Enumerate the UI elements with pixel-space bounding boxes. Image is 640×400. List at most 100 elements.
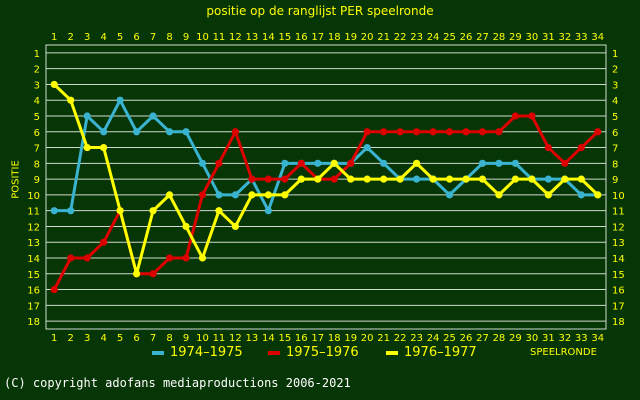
data-point-s1 xyxy=(380,159,388,167)
data-point-s3 xyxy=(281,191,289,199)
x-tick-label-top: 26 xyxy=(460,32,473,43)
x-tick-label-bottom: 19 xyxy=(344,333,357,344)
x-tick-label-top: 1 xyxy=(51,32,57,43)
data-point-s1 xyxy=(544,175,552,183)
y-tick-label-left: 6 xyxy=(34,128,40,139)
x-tick-label-top: 6 xyxy=(133,32,139,43)
data-point-s2 xyxy=(577,143,585,152)
data-point-s2 xyxy=(462,128,470,136)
x-tick-label-bottom: 33 xyxy=(575,333,588,344)
x-tick-label-bottom: 26 xyxy=(460,333,473,344)
x-tick-label-top: 16 xyxy=(295,32,308,43)
y-tick-label-right: 11 xyxy=(612,207,625,218)
data-point-s3 xyxy=(248,191,256,199)
data-point-s3 xyxy=(264,191,272,199)
data-point-s2 xyxy=(495,128,503,136)
x-tick-label-bottom: 3 xyxy=(84,333,90,344)
x-tick-label-top: 27 xyxy=(476,32,489,43)
data-point-s3 xyxy=(50,80,58,89)
data-point-s1 xyxy=(132,128,141,136)
x-tick-label-top: 33 xyxy=(575,32,588,43)
legend-swatch-2 xyxy=(268,350,280,355)
data-point-s2 xyxy=(429,128,437,136)
data-point-s3 xyxy=(495,191,503,199)
y-tick-label-left: 12 xyxy=(27,222,40,233)
data-point-s3 xyxy=(396,175,404,183)
data-point-s1 xyxy=(314,159,322,167)
x-tick-label-top: 19 xyxy=(344,32,357,43)
data-point-s2 xyxy=(281,175,289,183)
legend-label-1: 1974–1975 xyxy=(170,345,243,360)
x-tick-label-top: 31 xyxy=(542,32,555,43)
data-point-s2 xyxy=(149,270,157,278)
x-tick-label-bottom: 30 xyxy=(526,333,539,344)
y-tick-label-right: 17 xyxy=(612,301,625,312)
x-tick-label-bottom: 23 xyxy=(410,333,423,344)
x-tick-label-top: 17 xyxy=(311,32,324,43)
x-tick-label-bottom: 18 xyxy=(328,333,341,344)
legend-item-1: 1974–1975 xyxy=(152,345,243,360)
x-tick-label-bottom: 27 xyxy=(476,333,489,344)
data-point-s3 xyxy=(116,207,124,215)
y-tick-label-left: 13 xyxy=(27,238,40,249)
y-tick-label-right: 8 xyxy=(612,159,618,170)
data-point-s1 xyxy=(478,159,487,167)
copyright-text: (C) copyright adofans mediaproductions 2… xyxy=(4,376,351,390)
x-tick-label-top: 9 xyxy=(183,32,189,43)
y-tick-label-right: 7 xyxy=(612,144,618,155)
x-tick-label-top: 23 xyxy=(410,32,423,43)
y-tick-label-left: 16 xyxy=(27,286,40,297)
x-tick-label-bottom: 8 xyxy=(166,333,172,344)
data-point-s1 xyxy=(67,207,75,215)
data-point-s3 xyxy=(445,175,454,183)
data-point-s2 xyxy=(215,159,223,167)
data-point-s2 xyxy=(445,128,454,136)
y-tick-label-right: 1 xyxy=(612,49,618,60)
y-tick-label-right: 6 xyxy=(612,128,618,139)
data-point-s1 xyxy=(231,191,240,199)
x-tick-label-bottom: 11 xyxy=(213,333,226,344)
data-point-s2 xyxy=(594,128,602,136)
data-point-s1 xyxy=(182,128,190,136)
data-point-s2 xyxy=(182,254,190,262)
data-point-s3 xyxy=(314,175,322,183)
x-tick-label-bottom: 16 xyxy=(295,333,308,344)
x-tick-label-bottom: 22 xyxy=(394,333,407,344)
data-point-s2 xyxy=(380,128,388,136)
x-tick-label-top: 8 xyxy=(166,32,172,43)
x-tick-label-bottom: 29 xyxy=(509,333,522,344)
data-point-s3 xyxy=(67,96,75,104)
x-tick-label-bottom: 10 xyxy=(196,333,209,344)
x-tick-label-bottom: 20 xyxy=(361,333,374,344)
data-point-s1 xyxy=(83,112,91,120)
data-point-s3 xyxy=(577,175,585,183)
x-tick-label-bottom: 21 xyxy=(377,333,390,344)
plot-border xyxy=(45,44,607,330)
y-tick-label-left: 9 xyxy=(34,175,40,186)
x-tick-label-top: 34 xyxy=(591,32,604,43)
x-tick-label-top: 24 xyxy=(427,32,440,43)
x-tick-label-bottom: 17 xyxy=(311,333,324,344)
data-point-s2 xyxy=(511,112,520,120)
x-tick-label-top: 7 xyxy=(150,32,156,43)
y-axis-label: POSITIE xyxy=(10,160,22,199)
data-point-s2 xyxy=(50,285,58,294)
x-tick-label-bottom: 1 xyxy=(51,333,57,344)
data-point-s3 xyxy=(132,270,141,278)
legend-label-2: 1975–1976 xyxy=(286,345,359,360)
data-point-s2 xyxy=(83,254,91,262)
data-point-s2 xyxy=(198,191,207,199)
x-tick-label-bottom: 31 xyxy=(542,333,555,344)
y-tick-label-right: 12 xyxy=(612,222,625,233)
data-point-s1 xyxy=(165,128,174,136)
data-point-s3 xyxy=(149,207,157,215)
y-tick-label-right: 2 xyxy=(612,65,618,76)
x-tick-label-bottom: 9 xyxy=(183,333,189,344)
x-tick-label-bottom: 5 xyxy=(117,333,123,344)
data-point-s3 xyxy=(215,207,223,215)
x-tick-label-top: 13 xyxy=(246,32,259,43)
x-tick-label-bottom: 13 xyxy=(246,333,259,344)
data-point-s2 xyxy=(248,175,256,183)
y-tick-label-right: 9 xyxy=(612,175,618,186)
